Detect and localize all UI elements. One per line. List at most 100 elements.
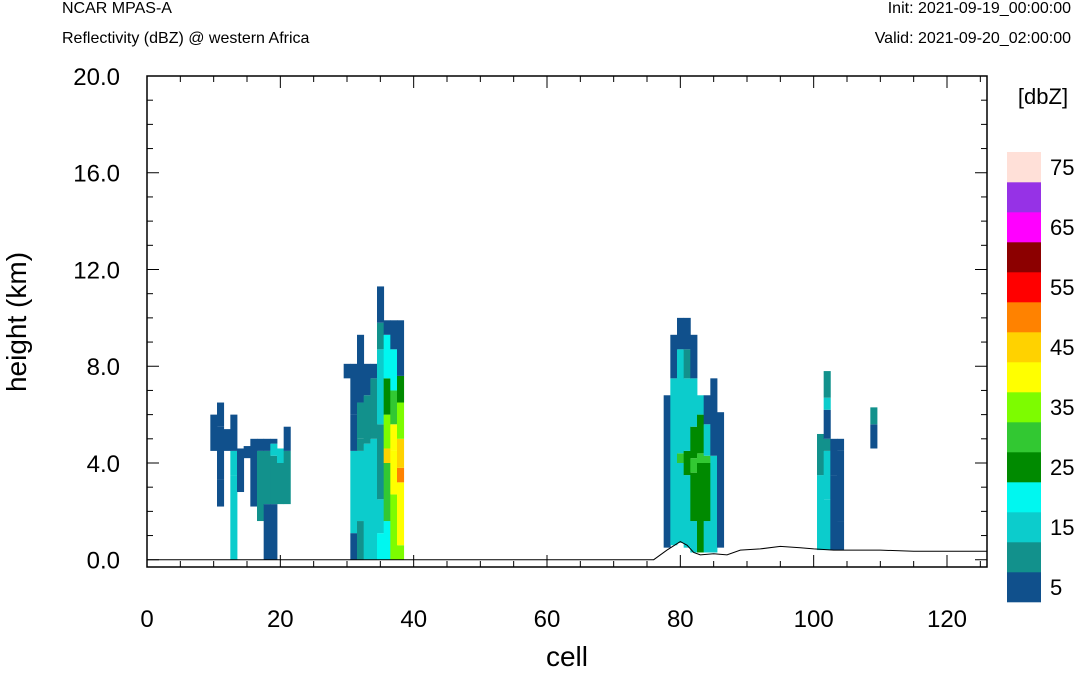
reflectivity-cell — [270, 443, 278, 456]
reflectivity-cell — [717, 412, 725, 548]
reflectivity-cell — [223, 429, 231, 451]
reflectivity-cell — [383, 521, 391, 560]
reflectivity-cell — [683, 450, 691, 476]
colorbar-swatch — [1007, 182, 1041, 213]
reflectivity-cell — [823, 397, 831, 410]
reflectivity-cell — [383, 448, 391, 463]
reflectivity-cell — [363, 363, 371, 396]
reflectivity-cell — [830, 438, 838, 476]
x-tick-label: 40 — [400, 606, 427, 633]
x-tick-label: 120 — [927, 606, 967, 633]
reflectivity-cell — [677, 453, 685, 463]
colorbar: 5 15 25 35 45 55 65 75 — [1007, 152, 1074, 603]
reflectivity-cell — [870, 407, 878, 425]
reflectivity-cell — [390, 450, 398, 495]
reflectivity-cell — [230, 414, 238, 451]
reflectivity-cell — [677, 317, 685, 350]
reflectivity-cell — [377, 322, 385, 350]
reflectivity-cell — [397, 467, 405, 483]
reflectivity-cell — [357, 334, 365, 403]
reflectivity-cell — [350, 414, 358, 451]
colorbar-tick-label: 5 — [1050, 575, 1062, 600]
colorbar-swatch — [1007, 332, 1041, 363]
reflectivity-cell — [697, 453, 705, 463]
x-tick-label: 100 — [794, 606, 834, 633]
reflectivity-cell — [710, 378, 718, 456]
reflectivity-cell — [377, 286, 385, 323]
colorbar-swatch — [1007, 152, 1041, 183]
reflectivity-cell — [383, 320, 391, 335]
reflectivity-cell — [397, 545, 405, 560]
reflectivity-cell — [663, 395, 671, 548]
plot-frame — [146, 75, 988, 568]
reflectivity-cell — [690, 378, 698, 427]
reflectivity-cell — [670, 378, 678, 546]
reflectivity-cell — [270, 504, 278, 560]
colorbar-swatch — [1007, 212, 1041, 243]
reflectivity-cell — [823, 450, 831, 500]
reflectivity-cell — [390, 320, 398, 350]
colorbar-tick-label: 55 — [1050, 275, 1074, 300]
reflectivity-cell — [390, 494, 398, 560]
colorbar-tick-label: 25 — [1050, 455, 1074, 480]
reflectivity-cell — [823, 371, 831, 398]
reflectivity-cell — [710, 455, 718, 553]
reflectivity-cell — [237, 450, 245, 493]
colorbar-swatch — [1007, 362, 1041, 393]
terrain-layer — [147, 541, 987, 561]
reflectivity-cell — [683, 378, 691, 451]
reflectivity-cell — [350, 363, 358, 415]
reflectivity-cell — [703, 424, 711, 456]
reflectivity-cell — [837, 438, 845, 451]
y-tick-label: 20.0 — [73, 64, 120, 91]
reflectivity-cell — [817, 475, 825, 551]
reflectivity-cell — [830, 475, 838, 551]
axis-ticks — [146, 75, 987, 567]
reflectivity-cell — [383, 378, 391, 415]
reflectivity-cell — [697, 414, 705, 454]
reflectivity-cell — [677, 463, 685, 543]
reflectivity-cell — [363, 443, 371, 560]
terrain-line — [147, 541, 987, 561]
reflectivity-cell — [277, 463, 285, 505]
reflectivity-cell — [283, 426, 291, 451]
y-tick-label: 4.0 — [87, 451, 120, 478]
valid-time: Valid: 2021-09-20_02:00:00 — [874, 30, 1071, 47]
reflectivity-cell — [230, 450, 238, 476]
reflectivity-cell — [350, 450, 358, 534]
reflectivity-cell — [823, 438, 831, 451]
colorbar-tick-label: 35 — [1050, 395, 1074, 420]
reflectivity-cell — [683, 349, 691, 379]
colorbar-swatch — [1007, 572, 1041, 603]
reflectivity-cell — [703, 521, 711, 553]
reflectivity-cells — [210, 286, 878, 560]
y-axis-label: height (km) — [1, 252, 32, 392]
colorbar-swatch — [1007, 242, 1041, 273]
reflectivity-cell — [263, 438, 271, 451]
colorbar-swatch — [1007, 482, 1041, 513]
reflectivity-cell — [210, 414, 218, 451]
reflectivity-cell — [383, 414, 391, 449]
init-time: Init: 2021-09-19_00:00:00 — [887, 0, 1071, 17]
colorbar-swatch — [1007, 452, 1041, 483]
colorbar-swatch — [1007, 512, 1041, 543]
colorbar-swatch — [1007, 272, 1041, 303]
reflectivity-cell — [370, 438, 378, 560]
colorbar-swatch — [1007, 302, 1041, 333]
reflectivity-cell — [243, 446, 251, 459]
reflectivity-cell — [690, 521, 698, 553]
reflectivity-cell — [377, 424, 385, 500]
reflectivity-cell — [270, 438, 278, 444]
reflectivity-cell — [690, 334, 698, 379]
colorbar-tick-label: 65 — [1050, 215, 1074, 240]
reflectivity-cell — [690, 472, 698, 522]
reflectivity-cell — [697, 395, 705, 415]
colorbar-swatch — [1007, 422, 1041, 453]
reflectivity-cell — [363, 395, 371, 444]
reflectivity-cell — [703, 463, 711, 522]
colorbar-label: [dbZ] — [1018, 84, 1068, 109]
reflectivity-cell — [377, 499, 385, 534]
reflectivity-cell — [283, 450, 291, 505]
chart-subtitle: Reflectivity (dBZ) @ western Africa — [62, 30, 310, 47]
reflectivity-cell — [383, 463, 391, 522]
